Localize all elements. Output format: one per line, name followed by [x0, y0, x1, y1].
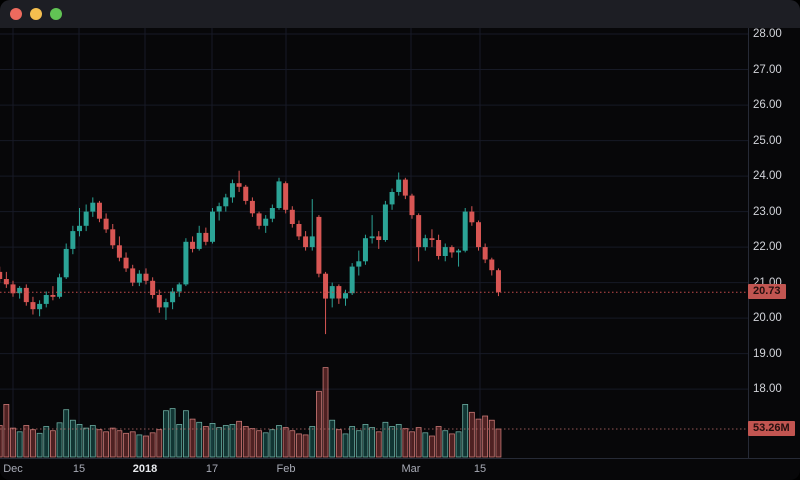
- candlestick-chart[interactable]: [0, 28, 748, 458]
- last-price-badge: 20.73: [748, 284, 786, 299]
- time-axis-label: 15: [72, 463, 86, 475]
- price-axis[interactable]: 28.00 27.00 26.00 25.00 24.00 23.00 22.00 21.00…: [749, 28, 800, 458]
- time-axis-label: 15: [473, 463, 487, 475]
- price-axis-label: 26.00: [753, 99, 782, 112]
- price-axis-separator: [748, 28, 749, 458]
- price-axis-label: 25.00: [753, 134, 782, 147]
- time-axis-separator: [0, 458, 800, 459]
- price-axis-label: 28.00: [753, 28, 782, 40]
- maximize-button[interactable]: [50, 8, 62, 20]
- time-axis-label: Mar: [401, 463, 421, 475]
- time-axis[interactable]: Dec 15 2018 17 Feb Mar 15: [0, 459, 800, 480]
- time-axis-label: 2018: [132, 463, 158, 475]
- price-axis-label: 19.00: [753, 347, 782, 360]
- price-axis-label: 18.00: [753, 383, 782, 396]
- minimize-button[interactable]: [30, 8, 42, 20]
- price-axis-label: 24.00: [753, 170, 782, 183]
- price-axis-label: 20.00: [753, 312, 782, 325]
- price-axis-label: 23.00: [753, 205, 782, 218]
- window-titlebar[interactable]: [0, 0, 800, 28]
- last-volume-badge: 53.26M: [748, 421, 795, 436]
- time-axis-label: Feb: [276, 463, 296, 475]
- chart-area: 28.00 27.00 26.00 25.00 24.00 23.00 22.00 21.00…: [0, 28, 800, 480]
- price-axis-label: 22.00: [753, 241, 782, 254]
- time-axis-label: Dec: [3, 463, 23, 475]
- price-axis-label: 27.00: [753, 63, 782, 76]
- close-button[interactable]: [10, 8, 22, 20]
- time-axis-label: 17: [205, 463, 219, 475]
